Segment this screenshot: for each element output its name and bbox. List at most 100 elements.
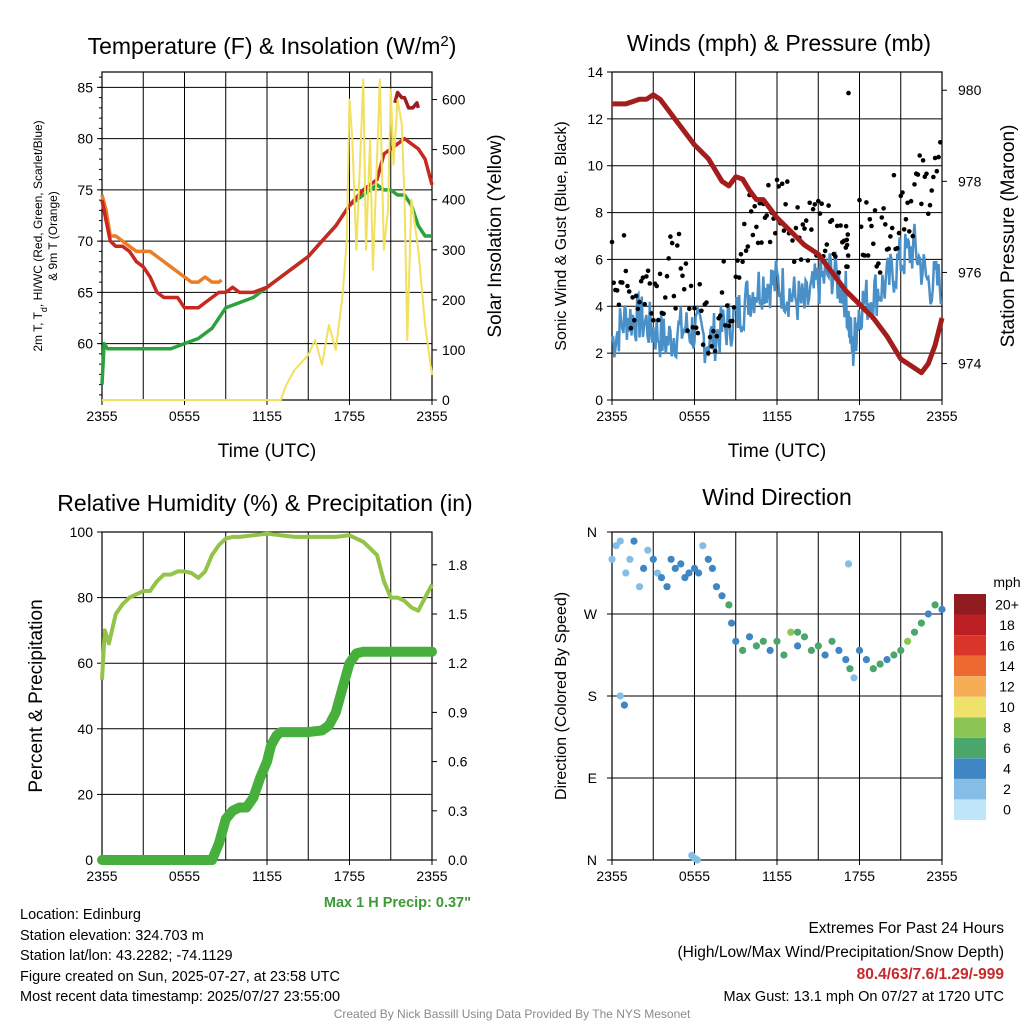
- recent-timestamp: Most recent data timestamp: 2025/07/27 2…: [20, 989, 341, 1005]
- y-tick-label: 14: [587, 64, 603, 80]
- direction-point: [695, 569, 703, 577]
- gust-point: [738, 252, 744, 257]
- gust-point: [773, 230, 778, 236]
- gust-point: [642, 301, 647, 307]
- gust-point: [680, 273, 685, 279]
- direction-point: [890, 651, 898, 659]
- gust-point: [609, 239, 615, 245]
- direction-point: [708, 564, 717, 573]
- wind-speed-line: [610, 223, 943, 366]
- gust-point: [678, 266, 684, 271]
- y-axis-label: Percent & Precipitation: [26, 599, 47, 792]
- x-tick-label: 0555: [679, 408, 710, 424]
- x-tick-label: 1155: [762, 408, 792, 424]
- y-right-tick-label: 1.2: [448, 655, 468, 671]
- gust-point: [834, 223, 840, 229]
- x-tick-label: 0555: [679, 868, 710, 884]
- direction-point: [745, 633, 754, 641]
- y-tick-label: 40: [77, 721, 93, 737]
- colorbar-swatch: [954, 655, 986, 677]
- y-right-tick-label: 1.5: [448, 606, 468, 622]
- y-axis-label-2: & 9m T (Orange): [46, 191, 60, 281]
- chart-title: Wind Direction: [702, 484, 852, 510]
- direction-point: [649, 555, 657, 563]
- gust-point: [802, 226, 807, 231]
- direction-point: [616, 537, 624, 545]
- gust-point: [714, 333, 720, 339]
- y-right-tick-label: 0: [442, 392, 450, 408]
- y-right-tick-label: 200: [442, 292, 466, 308]
- pressure-line: [612, 92, 945, 376]
- gust-point: [730, 318, 735, 324]
- direction-point: [608, 555, 616, 563]
- gust-point: [742, 221, 747, 227]
- direction-point: [862, 656, 871, 664]
- gust-point: [685, 328, 690, 333]
- y-right-tick-label: 400: [442, 192, 466, 208]
- gust-point: [886, 246, 891, 251]
- gust-point: [736, 275, 742, 280]
- gust-point: [776, 184, 781, 189]
- colorbar-swatch: [954, 696, 986, 718]
- gust-point: [876, 261, 881, 266]
- gust-point: [798, 257, 804, 262]
- y-right-tick-label: 0.0: [448, 852, 468, 868]
- chart-title: Temperature (F) & Insolation (W/m2): [88, 33, 457, 60]
- gust-point: [726, 323, 732, 329]
- direction-point: [739, 646, 747, 655]
- direction-point: [842, 656, 850, 664]
- y-tick-label: S: [588, 688, 597, 704]
- x-axis-label: Time (UTC): [218, 441, 317, 462]
- gust-point: [843, 223, 849, 229]
- x-tick-label: 2355: [86, 868, 117, 884]
- gust-point: [630, 295, 635, 300]
- x-tick-label: 1755: [844, 408, 875, 424]
- gust-point: [800, 222, 806, 227]
- y-tick-label: N: [587, 524, 597, 540]
- direction-point: [657, 574, 666, 582]
- extremes-title: Extremes For Past 24 Hours: [808, 920, 1004, 937]
- colorbar-swatch: [954, 676, 986, 697]
- y-tick-label: 80: [77, 590, 93, 606]
- y-right-tick-label: 974: [958, 356, 982, 372]
- colorbar-label: 4: [1003, 761, 1011, 777]
- chart-title: Relative Humidity (%) & Precipitation (i…: [57, 490, 472, 516]
- direction-point: [846, 665, 854, 673]
- gust-point: [666, 256, 671, 261]
- colorbar-swatch: [954, 737, 986, 759]
- direction-point: [677, 560, 685, 568]
- gust-point: [699, 308, 704, 314]
- gust-point: [673, 306, 678, 311]
- gust-point: [647, 281, 653, 286]
- gust-point: [896, 230, 902, 236]
- direction-point: [869, 665, 877, 673]
- gust-point: [845, 232, 851, 237]
- gust-point: [755, 240, 761, 246]
- gust-point: [864, 200, 869, 205]
- gust-point: [931, 174, 936, 180]
- y-tick-label: 60: [77, 655, 93, 671]
- direction-point: [897, 646, 905, 655]
- gust-point: [891, 172, 897, 178]
- panel-temperature: 2355 0555 1155 1755 2355 Temperature (F) & In…: [31, 33, 506, 463]
- gust-point: [791, 259, 797, 265]
- direction-point: [766, 646, 774, 655]
- gust-point: [657, 271, 663, 277]
- direction-point: [671, 564, 679, 573]
- gust-point: [711, 328, 716, 334]
- gust-point: [709, 344, 714, 349]
- direction-point: [690, 564, 699, 573]
- gust-point: [857, 197, 862, 203]
- y-tick-label: 65: [77, 284, 93, 300]
- direction-point: [910, 628, 919, 636]
- x-tick-label: 1755: [334, 408, 365, 424]
- gust-point: [697, 282, 702, 287]
- gust-point: [721, 259, 726, 264]
- direction-point: [612, 542, 620, 550]
- direction-point: [640, 564, 648, 573]
- colorbar-swatch: [954, 778, 986, 800]
- gust-point: [638, 278, 644, 284]
- colorbar-title: mph: [993, 574, 1020, 590]
- gust-point: [752, 204, 757, 209]
- x-tick-label: 1155: [252, 868, 282, 884]
